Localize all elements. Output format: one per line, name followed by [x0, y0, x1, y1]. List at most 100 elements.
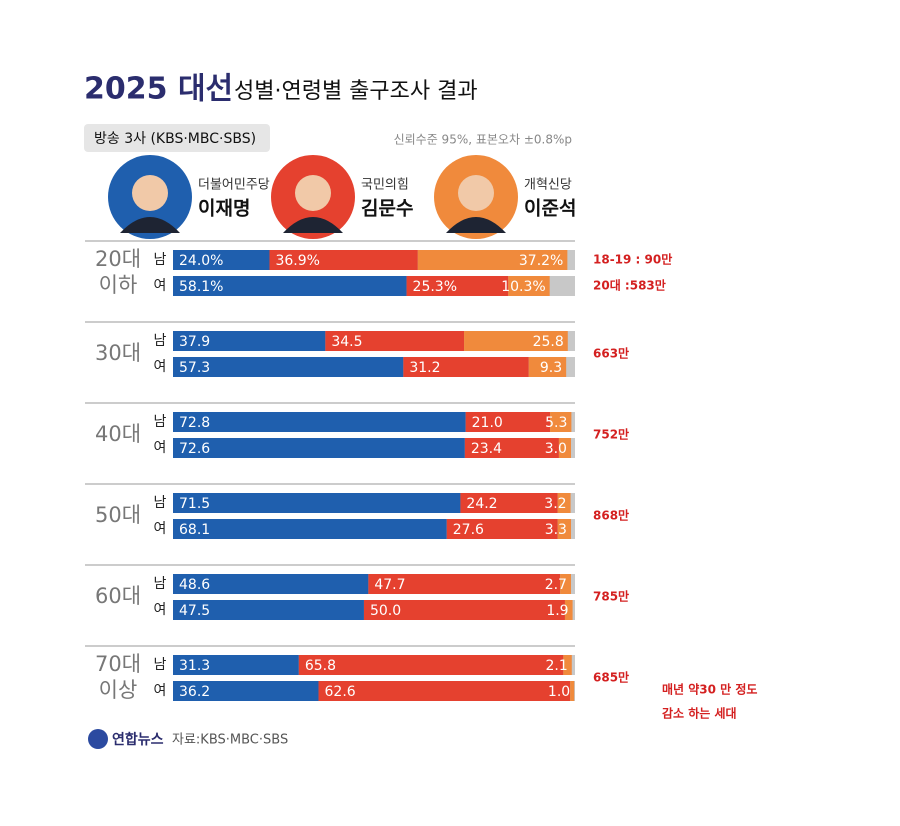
value-label: 72.8: [179, 415, 210, 431]
candidate-suit: [283, 217, 343, 233]
value-label: 25.3%: [413, 279, 457, 295]
bar-segment: [570, 681, 575, 701]
bar-segment: [403, 357, 529, 377]
gender-label: 남: [154, 657, 167, 673]
title-bold: 2025 대선: [84, 72, 233, 107]
bar-segment: [564, 600, 573, 620]
legend-party: 개혁신당: [524, 178, 572, 193]
bar-segment: [173, 331, 326, 351]
side-note: 매년 약30 만 정도: [662, 682, 757, 697]
value-label: 3.3: [545, 522, 567, 538]
age-label: 40대: [95, 422, 141, 446]
bar-segment: [173, 357, 404, 377]
value-label: 31.3: [179, 658, 210, 674]
side-note: 감소 하는 세대: [662, 706, 737, 721]
value-label: 57.3: [179, 360, 210, 376]
annotation: 20대 :583만: [593, 278, 666, 293]
logo-mark: [88, 729, 108, 749]
source: 자료:KBS·MBC·SBS: [172, 733, 288, 748]
bar-segment: [173, 412, 466, 432]
gender-label: 여: [154, 602, 167, 618]
legend-name: 이재명: [198, 198, 250, 220]
bar-segment: [173, 250, 270, 270]
value-label: 36.2: [179, 684, 210, 700]
value-label: 25.8: [533, 334, 564, 350]
legend-party: 더불어민주당: [198, 178, 270, 193]
annotation: 868만: [593, 508, 629, 523]
gender-label: 여: [154, 278, 167, 294]
bar-segment: [363, 600, 565, 620]
bar-segment: [173, 600, 364, 620]
value-label: 24.0%: [179, 253, 223, 269]
bar-segment: [558, 438, 571, 458]
bar-segment: [563, 655, 572, 675]
value-label: 9.3: [540, 360, 562, 376]
value-label: 47.5: [179, 603, 210, 619]
annotation: 663만: [593, 346, 629, 361]
age-label: 이상: [99, 678, 138, 702]
value-label: 3.2: [544, 496, 566, 512]
value-label: 72.6: [179, 441, 210, 457]
annotation: 685만: [593, 670, 629, 685]
value-label: 2.7: [545, 577, 567, 593]
value-label: 31.2: [409, 360, 440, 376]
bar-segment: [550, 412, 572, 432]
bar-segment: [173, 574, 369, 594]
gender-label: 여: [154, 521, 167, 537]
value-label: 24.2: [466, 496, 497, 512]
bar-segment: [298, 655, 564, 675]
candidate-suit: [446, 217, 506, 233]
note: 신뢰수준 95%, 표본오차 ±0.8%p: [394, 133, 572, 147]
bar-segment: [318, 681, 571, 701]
annotation: 18-19 : 90만: [593, 252, 672, 267]
gender-label: 남: [154, 252, 167, 268]
gender-label: 여: [154, 440, 167, 456]
chart-title: 성별·연령별 출구조사 결과: [234, 79, 478, 104]
bar-segment: [465, 412, 551, 432]
value-label: 1.9: [546, 603, 568, 619]
gender-label: 여: [154, 359, 167, 375]
value-label: 48.6: [179, 577, 210, 593]
bar-segment: [508, 276, 550, 296]
bar-segment: [560, 574, 571, 594]
age-label: 60대: [95, 584, 141, 608]
bar-segment: [173, 681, 319, 701]
bar-segment: [406, 276, 509, 296]
value-label: 10.3%: [501, 279, 545, 295]
bar-segment: [557, 493, 571, 513]
value-label: 71.5: [179, 496, 210, 512]
gender-label: 남: [154, 495, 167, 511]
age-label: 30대: [95, 341, 141, 365]
value-label: 50.0: [370, 603, 401, 619]
value-label: 34.5: [331, 334, 362, 350]
candidate-face: [458, 175, 494, 211]
legend-name: 김문수: [361, 198, 413, 220]
value-label: 5.3: [545, 415, 567, 431]
bar-segment: [173, 276, 407, 296]
value-label: 47.7: [374, 577, 405, 593]
bar-segment: [446, 519, 558, 539]
age-label: 20대: [95, 247, 141, 271]
value-label: 37.9: [179, 334, 210, 350]
bar-segment: [460, 493, 558, 513]
bar-segment: [173, 438, 465, 458]
bar-segment: [368, 574, 561, 594]
value-label: 68.1: [179, 522, 210, 538]
age-label: 50대: [95, 503, 141, 527]
value-label: 2.1: [546, 658, 568, 674]
value-label: 65.8: [305, 658, 336, 674]
gender-label: 남: [154, 414, 167, 430]
age-label: 이하: [99, 273, 138, 297]
bar-segment: [557, 519, 571, 539]
age-label: 70대: [95, 652, 141, 676]
legend-party: 국민의힘: [361, 178, 409, 193]
bar-segment: [464, 331, 568, 351]
bar-segment: [173, 493, 461, 513]
candidate-face: [295, 175, 331, 211]
gender-label: 남: [154, 333, 167, 349]
subtitle: 방송 3사 (KBS·MBC·SBS): [94, 131, 256, 147]
logo: 연합뉴스: [112, 731, 164, 748]
value-label: 58.1%: [179, 279, 223, 295]
value-label: 1.0: [548, 684, 570, 700]
